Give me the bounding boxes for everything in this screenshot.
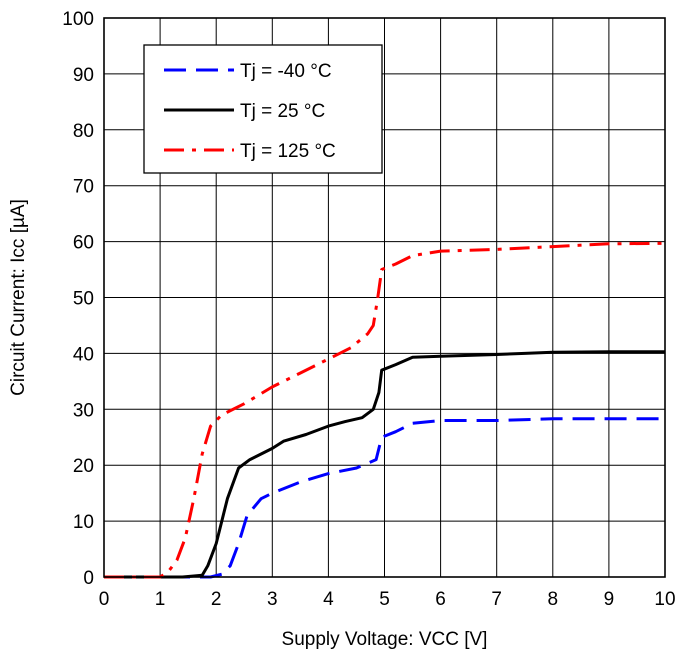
plot-frame	[103, 17, 666, 578]
y-axis-title: Circuit Current: Icc [µA]	[8, 199, 29, 396]
y-tick-label: 100	[62, 9, 94, 30]
x-tick-label: 10	[654, 589, 675, 610]
x-tick-label: 4	[323, 589, 334, 610]
legend-label-2: Tj = 125 °C	[240, 141, 336, 162]
legend-label-1: Tj = 25 °C	[240, 101, 325, 122]
y-tick-label: 0	[83, 568, 94, 589]
x-tick-label: 0	[99, 589, 110, 610]
series-line-2	[104, 241, 666, 579]
x-tick-label: 8	[548, 589, 559, 610]
y-tick-label: 80	[73, 121, 94, 142]
x-tick-label: 6	[435, 589, 446, 610]
x-tick-label: 2	[211, 589, 222, 610]
x-tick-label: 9	[604, 589, 615, 610]
x-axis-title: Supply Voltage: VCC [V]	[282, 629, 488, 650]
series-line-1	[104, 350, 665, 579]
x-tick-label: 3	[267, 589, 278, 610]
x-tick-label: 5	[379, 589, 390, 610]
series-lines	[104, 241, 666, 579]
legend-label-0: Tj = -40 °C	[240, 61, 332, 82]
x-tick-label: 1	[155, 589, 166, 610]
y-tick-label: 90	[73, 65, 94, 86]
y-tick-label: 60	[73, 233, 94, 254]
legend: Tj = -40 °C Tj = 25 °C Tj = 125 °C	[143, 44, 383, 174]
y-tick-label: 40	[73, 344, 94, 365]
series-line-0	[104, 417, 665, 579]
x-tick-label: 7	[491, 589, 502, 610]
y-tick-label: 20	[73, 456, 94, 477]
y-tick-label: 70	[73, 177, 94, 198]
y-tick-label: 10	[73, 512, 94, 533]
y-tick-label: 50	[73, 289, 94, 310]
y-tick-label: 30	[73, 400, 94, 421]
